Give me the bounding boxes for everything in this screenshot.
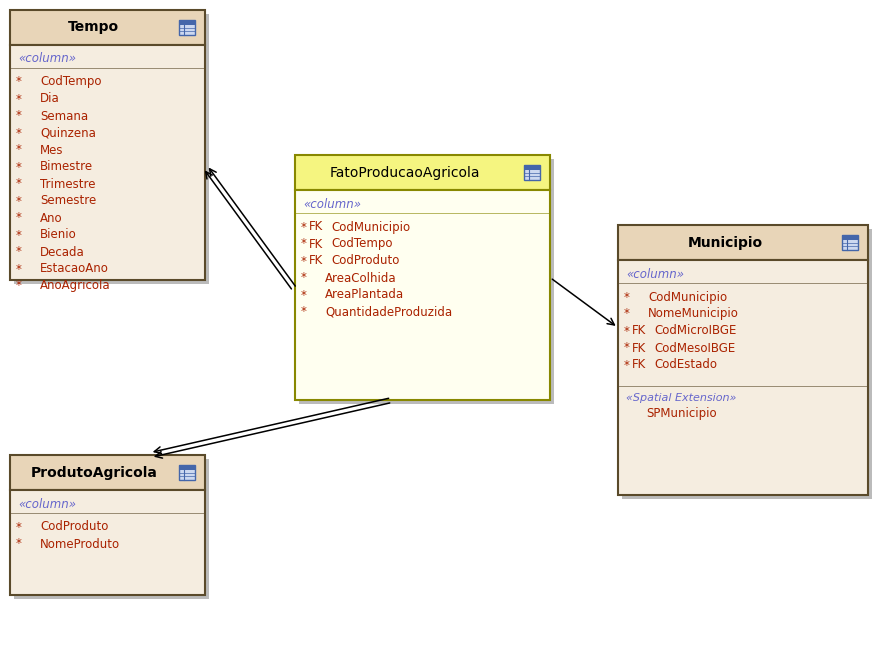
Text: «column»: «column» xyxy=(18,498,76,511)
Text: FK: FK xyxy=(632,324,646,337)
Text: *: * xyxy=(301,271,307,284)
Text: CodEstado: CodEstado xyxy=(654,358,717,371)
Text: EstacaoAno: EstacaoAno xyxy=(40,262,109,275)
Text: «column»: «column» xyxy=(18,52,76,65)
Text: *: * xyxy=(16,521,22,534)
Bar xyxy=(178,466,195,479)
Text: Semana: Semana xyxy=(40,109,88,122)
Bar xyxy=(841,235,858,250)
Bar xyxy=(622,229,872,499)
Text: NomeProduto: NomeProduto xyxy=(40,538,120,551)
Text: CodMicroIBGE: CodMicroIBGE xyxy=(654,324,736,337)
Bar xyxy=(10,455,205,490)
Bar xyxy=(618,260,868,495)
Text: Semestre: Semestre xyxy=(40,194,96,207)
Text: QuantidadeProduzida: QuantidadeProduzida xyxy=(325,305,452,318)
Text: Trimestre: Trimestre xyxy=(40,177,95,190)
Text: *: * xyxy=(16,75,22,88)
Bar xyxy=(524,165,540,180)
Text: Decada: Decada xyxy=(40,245,85,258)
Text: FK: FK xyxy=(632,341,646,354)
Bar xyxy=(299,159,554,404)
Text: Dia: Dia xyxy=(40,92,60,105)
Text: «column»: «column» xyxy=(626,267,684,281)
Text: Mes: Mes xyxy=(40,143,64,156)
Bar xyxy=(178,20,195,35)
Bar xyxy=(295,155,550,190)
Bar xyxy=(524,165,540,170)
Text: AnoAgricola: AnoAgricola xyxy=(40,279,110,292)
Text: FatoProducaoAgricola: FatoProducaoAgricola xyxy=(329,165,479,179)
Text: CodTempo: CodTempo xyxy=(331,237,393,250)
Text: AreaColhida: AreaColhida xyxy=(325,271,396,284)
Text: *: * xyxy=(16,279,22,292)
Text: Municipio: Municipio xyxy=(688,235,763,249)
Bar xyxy=(178,20,195,25)
Bar xyxy=(295,190,550,400)
Text: CodMunicipio: CodMunicipio xyxy=(331,220,410,233)
Text: *: * xyxy=(16,92,22,105)
Text: *: * xyxy=(301,220,307,233)
Text: NomeMunicipio: NomeMunicipio xyxy=(648,307,739,320)
Text: SPMunicipio: SPMunicipio xyxy=(646,407,717,421)
Text: ProdutoAgricola: ProdutoAgricola xyxy=(30,466,157,479)
Text: *: * xyxy=(16,126,22,139)
Text: FK: FK xyxy=(632,358,646,371)
Text: FK: FK xyxy=(309,237,323,250)
Text: FK: FK xyxy=(309,220,323,233)
Text: *: * xyxy=(624,307,630,320)
Text: *: * xyxy=(16,211,22,224)
Text: Ano: Ano xyxy=(40,211,63,224)
Text: «Spatial Extension»: «Spatial Extension» xyxy=(626,393,736,403)
Text: *: * xyxy=(16,143,22,156)
Bar xyxy=(10,45,205,280)
Bar xyxy=(14,459,209,599)
Text: CodProduto: CodProduto xyxy=(40,521,109,534)
Text: AreaPlantada: AreaPlantada xyxy=(325,288,404,301)
Text: CodMesoIBGE: CodMesoIBGE xyxy=(654,341,736,354)
Text: *: * xyxy=(16,109,22,122)
Text: *: * xyxy=(624,358,630,371)
Text: *: * xyxy=(301,305,307,318)
Text: CodTempo: CodTempo xyxy=(40,75,102,88)
Bar xyxy=(10,490,205,595)
Text: *: * xyxy=(16,177,22,190)
Text: Tempo: Tempo xyxy=(68,20,119,35)
Text: «column»: «column» xyxy=(303,198,361,211)
Text: *: * xyxy=(624,341,630,354)
Text: Quinzena: Quinzena xyxy=(40,126,96,139)
Text: *: * xyxy=(16,538,22,551)
Text: Bimestre: Bimestre xyxy=(40,160,93,173)
Text: *: * xyxy=(301,254,307,267)
Text: *: * xyxy=(16,194,22,207)
Text: *: * xyxy=(16,228,22,241)
Text: *: * xyxy=(624,324,630,337)
Text: Bienio: Bienio xyxy=(40,228,77,241)
Text: FK: FK xyxy=(309,254,323,267)
Text: CodProduto: CodProduto xyxy=(331,254,399,267)
Bar xyxy=(178,466,195,470)
Bar xyxy=(10,10,205,45)
Text: *: * xyxy=(16,245,22,258)
Text: *: * xyxy=(16,262,22,275)
Text: CodMunicipio: CodMunicipio xyxy=(648,290,727,303)
Bar xyxy=(841,235,858,240)
Text: *: * xyxy=(301,288,307,301)
Text: *: * xyxy=(301,237,307,250)
Text: *: * xyxy=(16,160,22,173)
Bar xyxy=(618,225,868,260)
Text: *: * xyxy=(624,290,630,303)
Bar xyxy=(14,14,209,284)
